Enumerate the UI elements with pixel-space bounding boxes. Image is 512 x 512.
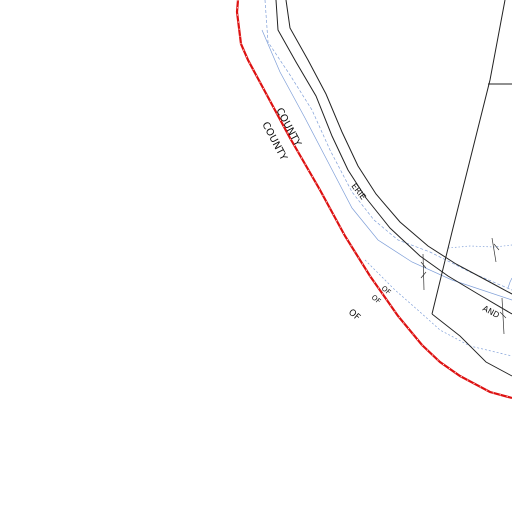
tick-mark-2 bbox=[491, 237, 500, 263]
tick-mark-1 bbox=[420, 253, 427, 291]
label-of-upper-2: OF bbox=[370, 293, 382, 305]
diagonal-road bbox=[431, 0, 506, 315]
river-branch bbox=[364, 259, 512, 357]
creek-line bbox=[447, 244, 512, 249]
lower-road bbox=[431, 313, 512, 377]
creek-branch bbox=[507, 277, 512, 289]
tick-mark-3 bbox=[499, 297, 507, 335]
county-boundary-dash bbox=[236, 0, 512, 399]
shoreline-inner bbox=[261, 29, 512, 301]
road-line-outer bbox=[275, 0, 512, 315]
label-of-lower: OF bbox=[346, 308, 362, 324]
county-boundary-line bbox=[235, 0, 512, 400]
road-line-inner bbox=[285, 0, 512, 295]
shoreline-outer bbox=[264, 0, 512, 291]
label-erie: ERIE bbox=[349, 182, 367, 202]
label-of-upper-1: OF bbox=[380, 284, 392, 296]
